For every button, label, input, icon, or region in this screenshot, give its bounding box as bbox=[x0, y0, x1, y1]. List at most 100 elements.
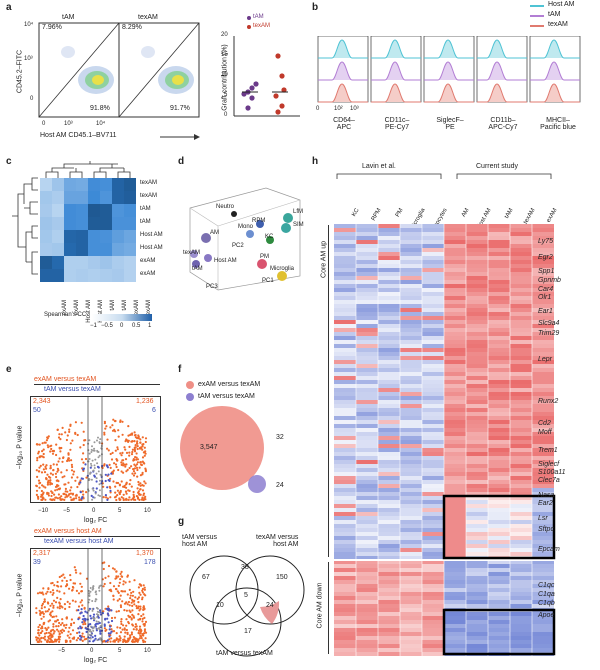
heatmap-cell bbox=[444, 364, 466, 368]
volcano-point-red bbox=[124, 458, 128, 461]
histogram-curve bbox=[371, 39, 421, 59]
heatmap-cell bbox=[532, 428, 554, 432]
heatmap-cell bbox=[356, 532, 378, 536]
heatmap-cell bbox=[400, 620, 422, 624]
heatmap-cell bbox=[422, 536, 444, 540]
heatmap-cell bbox=[466, 500, 488, 504]
volcano-point-red bbox=[82, 443, 85, 447]
volcano-point-red bbox=[41, 625, 44, 628]
correlation-row-label: texAM bbox=[140, 193, 158, 199]
heatmap-cell bbox=[334, 556, 356, 560]
heatmap-cell bbox=[532, 264, 554, 268]
volcano-point-blue bbox=[110, 472, 113, 475]
volcano-point-red bbox=[112, 469, 115, 472]
volcano-point-red bbox=[120, 496, 123, 499]
heatmap-cell bbox=[422, 448, 444, 452]
heatmap-cell bbox=[510, 272, 532, 276]
heatmap-cell bbox=[466, 560, 488, 564]
heatmap-cell bbox=[532, 616, 554, 620]
heatmap-cell bbox=[334, 424, 356, 428]
heatmap-cell bbox=[378, 388, 400, 392]
heatmap-cell bbox=[466, 292, 488, 296]
volcano-point-red bbox=[40, 604, 44, 607]
heatmap-cell bbox=[444, 456, 466, 460]
volcano-point-red bbox=[37, 632, 40, 635]
pca-3d-plot bbox=[189, 187, 301, 291]
volcano-point-red bbox=[137, 629, 140, 632]
heatmap-cell bbox=[378, 368, 400, 372]
heatmap-cell bbox=[334, 444, 356, 448]
correlation-cell bbox=[64, 178, 76, 191]
volcano-point-red bbox=[76, 433, 79, 437]
pca-label-pm: PM bbox=[260, 254, 269, 260]
heatmap-cell bbox=[422, 264, 444, 268]
heatmap-gene-label: Nasa bbox=[538, 492, 555, 499]
correlation-cell bbox=[112, 204, 124, 217]
heatmap-cell bbox=[444, 412, 466, 416]
volcano-point-red bbox=[40, 631, 43, 634]
heatmap-cell bbox=[422, 268, 444, 272]
heatmap-cell bbox=[334, 640, 356, 644]
heatmap-cell bbox=[510, 328, 532, 332]
volcano-point-blue bbox=[104, 617, 107, 620]
heatmap-cell bbox=[356, 412, 378, 416]
heatmap-cell bbox=[466, 476, 488, 480]
heatmap-cell bbox=[466, 600, 488, 604]
heatmap-cell bbox=[400, 528, 422, 532]
volcano-point-red bbox=[113, 616, 117, 619]
volcano-point-red bbox=[139, 628, 142, 631]
heatmap-cell bbox=[422, 472, 444, 476]
heatmap-cell bbox=[532, 296, 554, 300]
heatmap-cell bbox=[378, 456, 400, 460]
volcano-point-red bbox=[124, 498, 127, 501]
heatmap-cell bbox=[488, 272, 510, 276]
volcano-point-blue bbox=[108, 635, 111, 638]
volcano-point-blue bbox=[77, 627, 80, 630]
volcano-point-red bbox=[130, 498, 133, 501]
volcano-point-red bbox=[131, 497, 135, 500]
pca-label-mono: Mono bbox=[238, 224, 254, 230]
pca-point-sim bbox=[281, 223, 291, 233]
volcano-point-red bbox=[135, 442, 139, 445]
volcano-point-blue bbox=[110, 630, 113, 633]
volcano-point-red bbox=[52, 599, 56, 602]
volcano-point-red bbox=[139, 441, 142, 444]
heatmap-cell bbox=[356, 588, 378, 592]
volcano-point-blue bbox=[104, 494, 107, 497]
volcano-point-red bbox=[134, 456, 137, 459]
pca-point-kc bbox=[266, 236, 274, 244]
heatmap-cell bbox=[334, 384, 356, 388]
volcano-point-red bbox=[128, 604, 131, 607]
volcano-point-red bbox=[130, 633, 133, 636]
volcano-point-red bbox=[107, 575, 110, 578]
volcano-point-red bbox=[141, 436, 144, 439]
correlation-cell bbox=[112, 217, 124, 230]
heatmap-cell bbox=[378, 540, 400, 544]
volcano-point-red bbox=[40, 489, 43, 493]
heatmap-cell bbox=[400, 492, 422, 496]
heatmap-gene-label: Ly75 bbox=[538, 238, 554, 245]
heatmap-gene-label: Runx2 bbox=[538, 398, 559, 405]
heatmap-cell bbox=[444, 272, 466, 276]
volcano-point-red bbox=[144, 637, 147, 640]
volcano-point-red bbox=[59, 438, 62, 441]
correlation-cell bbox=[112, 269, 124, 282]
heatmap-cell bbox=[400, 456, 422, 460]
heatmap-cell bbox=[400, 372, 422, 376]
heatmap-cell bbox=[356, 560, 378, 564]
volcano-point-red bbox=[49, 464, 52, 467]
heatmap-cell bbox=[378, 512, 400, 516]
volcano-point-red bbox=[68, 430, 71, 433]
heatmap-cell bbox=[532, 528, 554, 532]
heatmap-cell bbox=[400, 476, 422, 480]
volcano-point-red bbox=[80, 599, 83, 602]
heatmap-cell bbox=[422, 368, 444, 372]
volcano-point-red bbox=[69, 496, 72, 499]
heatmap-cell bbox=[356, 328, 378, 332]
volcano-point-red bbox=[58, 602, 61, 605]
heatmap-cell bbox=[400, 428, 422, 432]
volcano-point-red bbox=[110, 628, 113, 631]
heatmap-cell bbox=[356, 296, 378, 300]
heatmap-cell bbox=[444, 648, 466, 652]
heatmap-cell bbox=[510, 492, 532, 496]
